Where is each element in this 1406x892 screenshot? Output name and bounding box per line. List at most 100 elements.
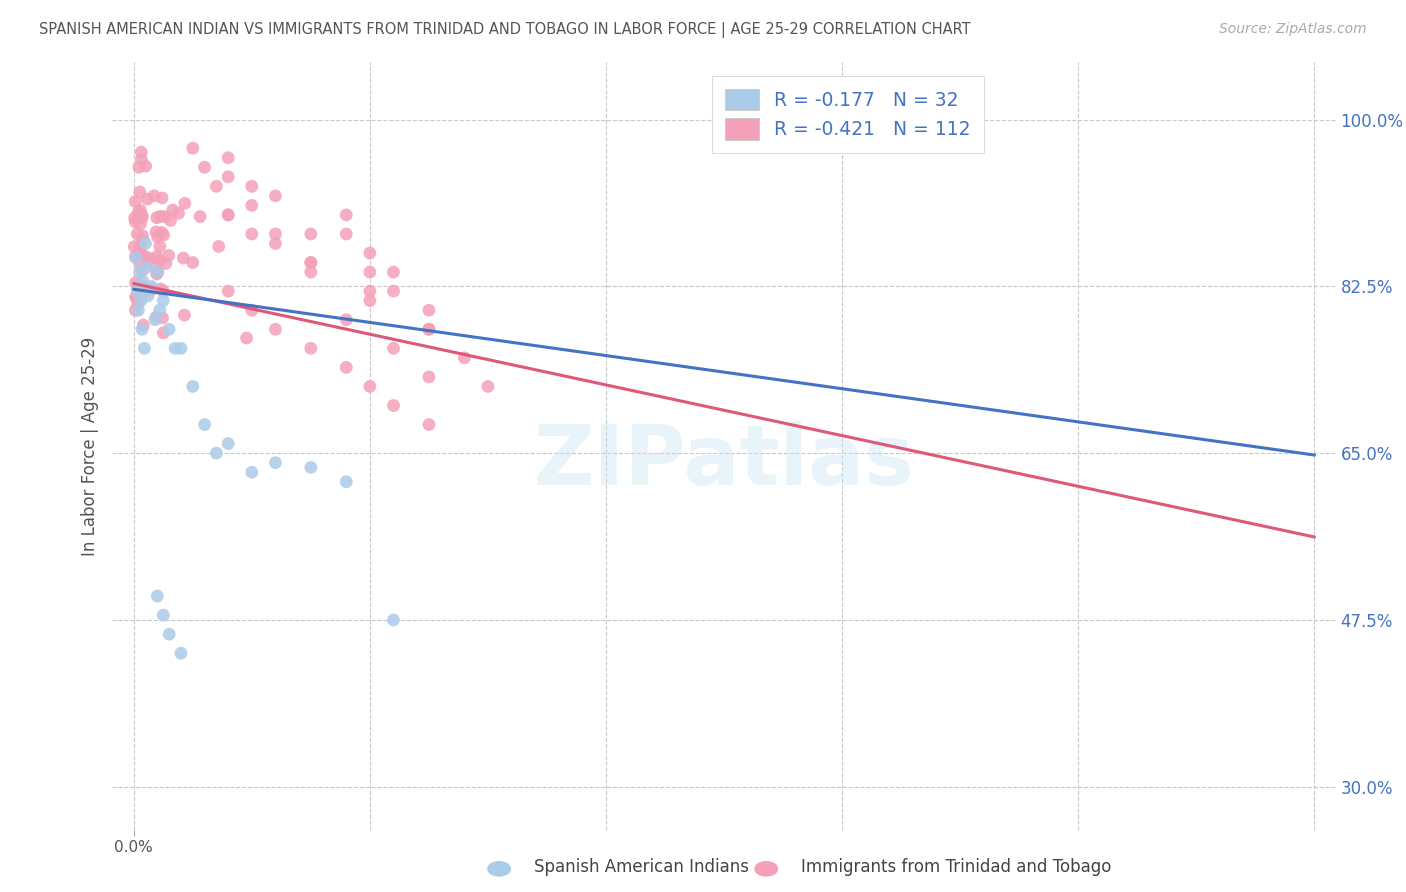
Point bbox=[129, 246, 152, 260]
Point bbox=[264, 456, 287, 470]
Point bbox=[170, 646, 193, 660]
Point bbox=[152, 326, 174, 340]
Point bbox=[418, 370, 440, 384]
Point bbox=[152, 608, 174, 623]
Point bbox=[128, 185, 150, 199]
Y-axis label: In Labor Force | Age 25-29: In Labor Force | Age 25-29 bbox=[80, 336, 98, 556]
Text: SPANISH AMERICAN INDIAN VS IMMIGRANTS FROM TRINIDAD AND TOBAGO IN LABOR FORCE | : SPANISH AMERICAN INDIAN VS IMMIGRANTS FR… bbox=[39, 22, 972, 38]
Point bbox=[382, 284, 405, 298]
Point bbox=[134, 341, 156, 355]
Point bbox=[131, 322, 153, 336]
Point bbox=[135, 236, 157, 251]
Point bbox=[157, 627, 180, 641]
Point bbox=[149, 209, 172, 223]
Point bbox=[240, 179, 263, 194]
Point bbox=[124, 194, 146, 209]
Point bbox=[145, 267, 167, 281]
Point bbox=[335, 312, 357, 326]
Point bbox=[125, 290, 148, 304]
Point bbox=[359, 284, 381, 298]
Point bbox=[152, 310, 174, 325]
Point bbox=[150, 226, 173, 240]
Point bbox=[131, 208, 153, 222]
Point bbox=[181, 379, 204, 393]
Point bbox=[159, 213, 181, 227]
Point bbox=[127, 284, 149, 298]
Point bbox=[382, 613, 405, 627]
Point bbox=[335, 475, 357, 489]
Point bbox=[129, 203, 152, 218]
Text: ZIPatlas: ZIPatlas bbox=[534, 421, 914, 502]
Point bbox=[135, 159, 157, 173]
Point bbox=[205, 179, 228, 194]
Point bbox=[162, 203, 184, 218]
Point bbox=[125, 248, 148, 262]
Point bbox=[335, 360, 357, 375]
Point bbox=[132, 248, 155, 262]
Point bbox=[240, 227, 263, 241]
Point bbox=[136, 284, 159, 298]
Point bbox=[125, 251, 148, 265]
Point bbox=[170, 341, 193, 355]
Point bbox=[181, 141, 204, 155]
Point bbox=[359, 379, 381, 393]
Point bbox=[264, 189, 287, 203]
Point bbox=[149, 239, 172, 253]
Point bbox=[194, 417, 217, 432]
Point bbox=[217, 208, 239, 222]
Point bbox=[127, 227, 149, 241]
Point bbox=[127, 303, 149, 318]
Point bbox=[157, 248, 180, 262]
Point bbox=[145, 310, 167, 325]
Point bbox=[122, 240, 145, 254]
Point bbox=[299, 265, 322, 279]
Point bbox=[453, 351, 475, 365]
Point bbox=[132, 318, 155, 332]
Point bbox=[135, 284, 157, 298]
Point bbox=[152, 293, 174, 308]
Point bbox=[188, 210, 211, 224]
Point bbox=[359, 293, 381, 308]
Point bbox=[157, 322, 180, 336]
Point bbox=[143, 188, 166, 202]
Point bbox=[382, 399, 405, 413]
Point bbox=[149, 282, 172, 296]
Point bbox=[477, 379, 499, 393]
Point bbox=[217, 151, 239, 165]
Point bbox=[131, 228, 153, 243]
Point bbox=[141, 282, 163, 296]
Point bbox=[127, 282, 149, 296]
Point bbox=[143, 312, 166, 326]
Point bbox=[136, 253, 159, 268]
Point bbox=[217, 436, 239, 450]
Point bbox=[124, 211, 146, 225]
Text: Source: ZipAtlas.com: Source: ZipAtlas.com bbox=[1219, 22, 1367, 37]
Point bbox=[128, 265, 150, 279]
Point bbox=[173, 308, 195, 322]
Point bbox=[129, 217, 152, 231]
Point bbox=[128, 288, 150, 302]
Point bbox=[217, 284, 239, 298]
Point bbox=[129, 293, 152, 308]
Point bbox=[150, 191, 173, 205]
Point bbox=[240, 303, 263, 318]
Point bbox=[240, 198, 263, 212]
Point bbox=[264, 227, 287, 241]
Point bbox=[335, 208, 357, 222]
Point bbox=[335, 227, 357, 241]
Point bbox=[155, 256, 177, 270]
Point bbox=[124, 215, 146, 229]
Point bbox=[149, 253, 172, 268]
Point bbox=[299, 255, 322, 269]
Point bbox=[181, 255, 204, 269]
Point bbox=[217, 169, 239, 184]
Point bbox=[264, 322, 287, 336]
Text: Spanish American Indians: Spanish American Indians bbox=[534, 858, 749, 876]
Point bbox=[149, 303, 172, 318]
Point bbox=[131, 153, 153, 167]
Point bbox=[418, 417, 440, 432]
Point bbox=[132, 275, 155, 289]
Point bbox=[125, 290, 148, 304]
Point bbox=[299, 255, 322, 269]
Point bbox=[128, 161, 150, 175]
